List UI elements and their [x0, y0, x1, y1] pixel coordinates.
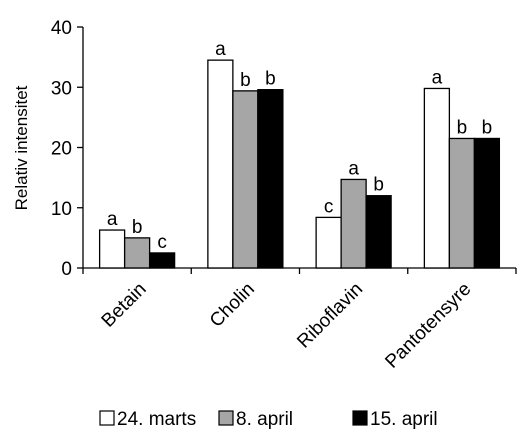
bar — [423, 87, 451, 269]
bar — [365, 195, 392, 269]
bar-significance-letter: c — [157, 232, 167, 253]
category-label: Betain — [98, 279, 151, 332]
bar — [207, 59, 234, 269]
y-tick-label: 20 — [51, 139, 72, 160]
bar-significance-letter: a — [432, 67, 443, 88]
bar — [257, 89, 284, 269]
bar-significance-letter: a — [107, 209, 118, 230]
y-axis-label: Relativ intensitet — [12, 85, 31, 210]
y-axis: 0 10 20 30 40 — [51, 18, 84, 280]
y-tick-label: 10 — [51, 199, 72, 220]
legend-swatch — [218, 410, 234, 426]
bar — [340, 178, 367, 269]
category-label: Cholin — [206, 279, 259, 332]
bar — [315, 216, 342, 269]
legend-label: 15. april — [370, 409, 438, 430]
legend-label: 24. marts — [117, 409, 196, 430]
bar — [473, 137, 501, 269]
bar-significance-letter: b — [457, 117, 468, 138]
category-label: Riboflavin — [293, 279, 367, 353]
legend: 24. marts 8. april 15. april — [99, 409, 438, 430]
bar-significance-letter: b — [373, 175, 384, 196]
y-tick-label: 30 — [51, 78, 72, 99]
bar-significance-letter: b — [265, 69, 276, 90]
bar — [98, 229, 126, 269]
bar-significance-letter: a — [348, 158, 359, 179]
bar-significance-letter: b — [132, 217, 143, 238]
y-tick-label: 40 — [51, 18, 72, 39]
bar — [448, 137, 476, 269]
bar — [123, 237, 151, 269]
category-label: Pantotensyre — [381, 279, 475, 373]
x-axis: Betain Cholin Riboflavin Pantotensyre — [82, 267, 517, 373]
bar-significance-letter: a — [215, 39, 226, 60]
y-tick-label: 0 — [61, 259, 72, 280]
bar-significance-letter: b — [240, 70, 251, 91]
legend-swatch — [99, 410, 115, 426]
bar-significance-letter: c — [324, 196, 334, 217]
bar — [148, 252, 176, 269]
bar-significance-letter: b — [482, 117, 493, 138]
legend-swatch — [352, 410, 368, 426]
legend-label: 8. april — [236, 409, 293, 430]
bar — [232, 90, 259, 269]
